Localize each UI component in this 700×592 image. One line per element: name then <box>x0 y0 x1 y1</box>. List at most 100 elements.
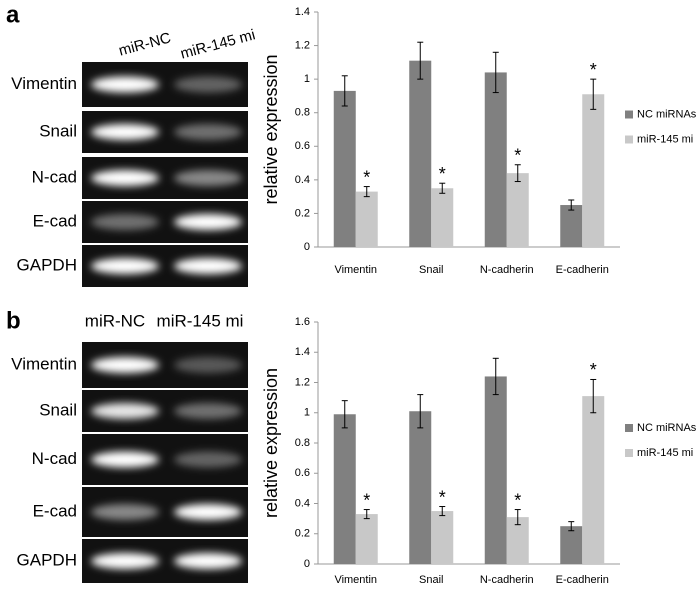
bar <box>355 191 378 247</box>
bar <box>560 205 583 247</box>
x-tick-label: E-cadherin <box>556 264 609 276</box>
bar <box>582 396 605 564</box>
error-bar <box>568 521 575 532</box>
panel-letter: a <box>6 1 20 28</box>
legend-label: miR-145 mi <box>637 447 693 459</box>
row-label: N-cad <box>32 449 77 468</box>
error-bar <box>363 509 370 520</box>
x-tick-label: Snail <box>419 574 443 586</box>
panel-letter: b <box>6 307 21 334</box>
y-tick-label: 0.8 <box>295 107 310 119</box>
gel-band <box>174 214 242 230</box>
x-tick-label: Snail <box>419 264 443 276</box>
y-tick-label: 0.4 <box>295 174 310 186</box>
bar <box>484 72 507 247</box>
gel-band <box>91 76 159 93</box>
bar <box>431 511 454 564</box>
gel-band <box>91 258 159 274</box>
significance-mark: * <box>363 490 370 510</box>
gel-band <box>91 214 159 230</box>
lane-label: miR-145 mi <box>179 26 257 62</box>
x-tick-label: N-cadherin <box>480 264 534 276</box>
lane-label: miR-145 mi <box>157 311 244 330</box>
lane-label: miR-NC <box>85 311 145 330</box>
y-axis-label: relative expression <box>261 368 281 518</box>
error-bar <box>341 75 348 107</box>
y-tick-label: 0 <box>304 558 310 570</box>
row-label: E-cad <box>33 211 77 230</box>
legend-swatch <box>625 424 633 432</box>
lane-label: miR-NC <box>117 29 173 59</box>
significance-mark: * <box>514 490 521 510</box>
y-tick-label: 1.6 <box>295 316 310 328</box>
significance-mark: * <box>439 164 446 184</box>
row-label: Vimentin <box>11 354 77 373</box>
error-bar <box>492 357 499 396</box>
error-bar <box>568 199 575 211</box>
gel-band <box>174 403 242 419</box>
gel-band <box>91 553 159 569</box>
error-bar <box>363 186 370 198</box>
row-label: E-cad <box>33 501 77 520</box>
bar <box>484 376 507 564</box>
bar <box>431 188 454 247</box>
gel-band <box>174 258 242 274</box>
x-tick-label: N-cadherin <box>480 574 534 586</box>
bar <box>506 517 529 564</box>
x-tick-label: E-cadherin <box>556 574 609 586</box>
y-tick-label: 0.4 <box>295 497 310 509</box>
legend-label: NC miRNAs <box>637 108 697 120</box>
gel-band <box>174 170 242 186</box>
y-tick-label: 0.6 <box>295 467 310 479</box>
bar <box>333 414 356 564</box>
gel-band <box>174 504 242 520</box>
gel-band <box>174 357 242 373</box>
gel-band <box>174 553 242 569</box>
gel-band <box>91 451 159 468</box>
bar <box>333 90 356 248</box>
row-label: Vimentin <box>11 74 77 93</box>
legend-swatch <box>625 110 633 119</box>
significance-mark: * <box>590 60 597 80</box>
legend-label: miR-145 mi <box>637 133 693 145</box>
significance-mark: * <box>590 360 597 380</box>
y-tick-label: 0.2 <box>295 207 310 219</box>
bar <box>355 514 378 564</box>
error-bar <box>514 164 521 183</box>
row-label: GAPDH <box>17 550 77 569</box>
error-bar <box>417 41 424 80</box>
y-tick-label: 1.4 <box>295 6 310 18</box>
row-label: N-cad <box>32 167 77 186</box>
significance-mark: * <box>439 487 446 507</box>
x-tick-label: Vimentin <box>334 264 377 276</box>
y-tick-label: 1.2 <box>295 376 310 388</box>
gel-band <box>174 76 242 93</box>
y-tick-label: 1 <box>304 407 310 419</box>
error-bar <box>492 51 499 94</box>
error-bar <box>439 506 446 517</box>
y-tick-label: 0 <box>304 241 310 253</box>
bar <box>506 173 529 247</box>
y-tick-label: 1.4 <box>295 346 310 358</box>
y-tick-label: 0.6 <box>295 140 310 152</box>
gel-band <box>174 124 242 140</box>
significance-mark: * <box>514 146 521 166</box>
gel-band <box>91 124 159 140</box>
legend-label: NC miRNAs <box>637 422 697 434</box>
error-bar <box>514 509 521 526</box>
legend-swatch <box>625 449 633 457</box>
x-tick-label: Vimentin <box>334 574 377 586</box>
gel-band <box>91 170 159 186</box>
y-tick-label: 1.2 <box>295 39 310 51</box>
error-bar <box>439 182 446 194</box>
y-tick-label: 0.8 <box>295 437 310 449</box>
legend-swatch <box>625 135 633 144</box>
y-axis-label: relative expression <box>261 54 281 204</box>
gel-band <box>91 357 159 373</box>
bar <box>409 411 432 564</box>
gel-band <box>91 403 159 419</box>
row-label: GAPDH <box>17 255 77 274</box>
y-tick-label: 1 <box>304 73 310 85</box>
bar <box>560 526 583 564</box>
gel-band <box>91 504 159 520</box>
